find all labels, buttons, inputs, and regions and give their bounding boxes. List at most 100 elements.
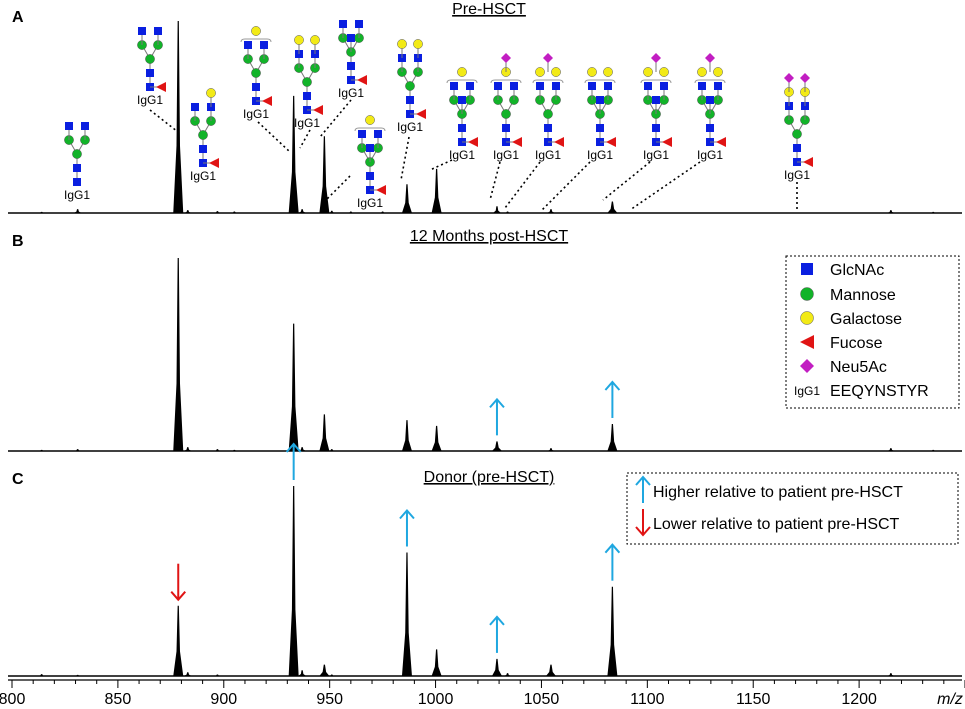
peak bbox=[288, 486, 299, 676]
peak bbox=[319, 136, 330, 213]
neu5ac-diamond bbox=[705, 53, 715, 63]
galactose-circle bbox=[206, 88, 216, 98]
peak bbox=[545, 664, 556, 676]
legend-item: Galactose bbox=[800, 311, 902, 328]
glcnac-square bbox=[406, 96, 414, 104]
glcnac-square bbox=[544, 124, 552, 132]
glcnac-square bbox=[706, 124, 714, 132]
peptide-label: IgG1 bbox=[397, 120, 423, 134]
glcnac-square bbox=[355, 20, 363, 28]
peptide-label: IgG1 bbox=[535, 148, 561, 162]
peak bbox=[431, 168, 442, 213]
glcnac-square bbox=[374, 130, 382, 138]
galactose-circle bbox=[697, 67, 707, 77]
glycan-structure: IgG1 bbox=[446, 67, 478, 162]
mannose-circle bbox=[501, 109, 511, 119]
peak bbox=[607, 201, 618, 213]
fucose-triangle bbox=[554, 137, 564, 147]
peak bbox=[886, 673, 895, 676]
arrow-up-marker bbox=[489, 397, 505, 436]
glycan-structure: IgG1 bbox=[354, 115, 386, 210]
glycan-structure: IgG1 bbox=[240, 26, 272, 121]
arrow-head bbox=[604, 380, 621, 391]
peak bbox=[401, 184, 412, 213]
glycan-structure: IgG1 bbox=[784, 73, 813, 182]
leader-line bbox=[149, 109, 179, 133]
peak bbox=[173, 258, 184, 451]
neu5ac-diamond bbox=[651, 53, 661, 63]
peak bbox=[73, 449, 82, 451]
galactose-circle bbox=[457, 67, 467, 77]
peak bbox=[213, 211, 222, 213]
galactose-icon bbox=[800, 311, 814, 325]
glycan-structure: IgG1 bbox=[694, 53, 726, 162]
glcnac-square bbox=[65, 122, 73, 130]
peptide-label: IgG1 bbox=[338, 86, 364, 100]
peptide-label: IgG1 bbox=[190, 169, 216, 183]
legend-label: Galactose bbox=[830, 311, 902, 328]
glycan-structure: IgG1 bbox=[338, 20, 367, 100]
leader-line bbox=[629, 161, 701, 211]
mannose-circle bbox=[72, 149, 82, 159]
arrow-up-marker bbox=[399, 508, 415, 547]
peak bbox=[492, 206, 501, 213]
arrow-head bbox=[604, 543, 621, 554]
glycan-structure: IgG1 bbox=[640, 53, 672, 162]
undetermined-linkage-bracket bbox=[640, 79, 672, 84]
fucose-triangle bbox=[313, 105, 323, 115]
peak bbox=[327, 210, 336, 213]
glcnac-square bbox=[466, 82, 474, 90]
x-axis-title: m/z bbox=[937, 691, 963, 708]
peak bbox=[298, 670, 307, 676]
fucose-triangle bbox=[209, 158, 219, 168]
glcnac-square bbox=[494, 82, 502, 90]
galactose-circle bbox=[713, 67, 723, 77]
glcnac-square bbox=[347, 34, 355, 42]
peptide-label: IgG1 bbox=[587, 148, 613, 162]
panel-title: Pre-HSCT bbox=[452, 1, 526, 18]
glcnac-square bbox=[252, 83, 260, 91]
glcnac-square bbox=[260, 41, 268, 49]
peak bbox=[491, 441, 502, 451]
peptide-label: IgG1 bbox=[357, 196, 383, 210]
legend-label: Lower relative to patient pre-HSCT bbox=[653, 516, 900, 533]
leader-line bbox=[400, 136, 410, 181]
arrow-head bbox=[635, 526, 651, 537]
undetermined-linkage-bracket bbox=[694, 79, 726, 84]
glcnac-square bbox=[450, 82, 458, 90]
mannose-icon bbox=[800, 287, 814, 301]
glcnac-square bbox=[793, 144, 801, 152]
glcnac-square bbox=[502, 124, 510, 132]
glcnac-square bbox=[154, 27, 162, 35]
peak bbox=[319, 414, 330, 451]
peak bbox=[327, 674, 336, 676]
legend-frame bbox=[785, 255, 960, 409]
glcnac-square bbox=[73, 178, 81, 186]
glcnac-square bbox=[73, 164, 81, 172]
x-tick-label: 1150 bbox=[736, 691, 771, 708]
arrow-up-marker bbox=[285, 442, 302, 480]
glcnac-square bbox=[244, 41, 252, 49]
neu5ac-diamond bbox=[543, 53, 553, 63]
arrow-head bbox=[635, 475, 651, 486]
panel-c: C Donor (pre-HSCT) bbox=[8, 442, 962, 677]
peptide-label: IgG1 bbox=[697, 148, 723, 162]
legend-item: GlcNAc bbox=[801, 262, 884, 279]
glcnac-square bbox=[339, 20, 347, 28]
arrow-up-marker bbox=[489, 615, 505, 653]
glcnac-square bbox=[191, 103, 199, 111]
peak bbox=[183, 210, 192, 213]
galactose-circle bbox=[603, 67, 613, 77]
arrow-head bbox=[489, 615, 505, 626]
neu5ac-icon bbox=[800, 359, 814, 373]
leader-line bbox=[504, 161, 541, 209]
peak bbox=[183, 447, 192, 451]
legend-label: Mannose bbox=[830, 287, 896, 304]
peak bbox=[173, 605, 184, 676]
glcnac-square bbox=[146, 69, 154, 77]
arrow-up-marker bbox=[604, 380, 621, 418]
peak bbox=[607, 423, 618, 451]
neu5ac-diamond bbox=[784, 73, 794, 83]
x-tick-label: 800 bbox=[0, 691, 25, 708]
leader-line bbox=[489, 161, 501, 201]
